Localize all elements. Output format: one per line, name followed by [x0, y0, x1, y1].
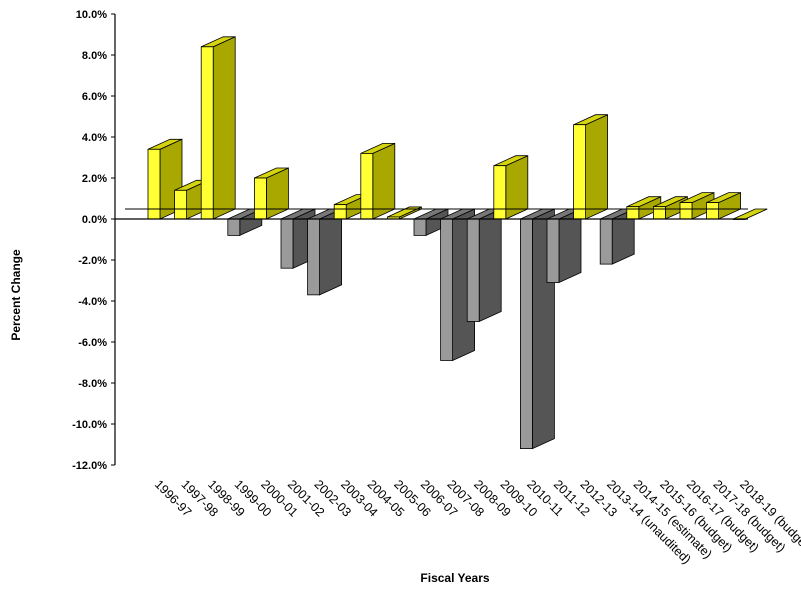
bar-front-face: [706, 202, 719, 220]
bar-front-face: [493, 165, 507, 220]
y-tick-label: 2.0%: [82, 173, 107, 185]
bar-front-face: [466, 218, 480, 322]
y-tick-label: 8.0%: [82, 50, 107, 62]
bar-side-face: [505, 155, 529, 220]
bar-side-face: [558, 208, 582, 284]
bar-front-face: [200, 46, 214, 220]
bar-front-face: [679, 202, 693, 220]
y-tick-label: 0.0%: [82, 214, 107, 226]
bar-side-face: [478, 208, 502, 323]
y-tick-labels: 10.0% 8.0% 6.0% 4.0% 2.0% 0.0% -2.0% -4.0% -6.0%…: [72, 9, 107, 472]
y-tick-label: -8.0%: [78, 378, 107, 390]
bar-front-face: [599, 218, 613, 265]
bar-side-face: [212, 36, 236, 220]
bar: [626, 196, 662, 220]
x-axis-title: Fiscal Years: [420, 571, 489, 585]
bar-front-face: [253, 177, 267, 220]
axes-group: [111, 13, 748, 466]
bar: [599, 208, 635, 265]
bar: [466, 208, 502, 323]
bar-front-face: [573, 124, 586, 220]
bar-front-face: [333, 204, 347, 220]
y-tick-label: 10.0%: [76, 9, 107, 21]
bar: [147, 138, 183, 220]
y-tick-label: -2.0%: [78, 255, 107, 267]
x-tick-labels: 1996-971997-981998-991999-002000-012001-…: [152, 477, 801, 567]
bar-front-face: [546, 218, 560, 283]
bar-front-face: [307, 218, 321, 296]
bar-front-face: [413, 218, 427, 236]
bar: [573, 114, 608, 220]
bar-front-face: [280, 218, 294, 269]
y-tick-label: -12.0%: [72, 460, 107, 472]
bar: [546, 208, 582, 284]
y-tick-label: 4.0%: [82, 132, 107, 144]
bar: [360, 142, 396, 220]
y-tick-label: 6.0%: [82, 91, 107, 103]
bar: [307, 208, 343, 296]
bar-side-face: [372, 142, 396, 220]
bar-top-face: [733, 208, 768, 220]
bar-side-face: [585, 114, 608, 220]
bar: [253, 167, 289, 220]
y-tick-label: -6.0%: [78, 337, 107, 349]
bar: [706, 191, 741, 220]
bar-front-face: [174, 189, 188, 220]
bars-group: [147, 36, 768, 450]
y-tick-label: -10.0%: [72, 419, 107, 431]
bar-side-face: [319, 208, 343, 296]
bar-front-face: [227, 218, 241, 236]
bar: [732, 208, 768, 220]
bar: [493, 155, 529, 220]
bar: [520, 208, 555, 450]
bar: [679, 191, 715, 220]
y-axis-title: Percent Change: [9, 249, 23, 341]
bar-front-face: [440, 218, 454, 361]
bar: [200, 36, 236, 220]
bar-front-face: [520, 218, 533, 450]
y-tick-label: -4.0%: [78, 296, 107, 308]
